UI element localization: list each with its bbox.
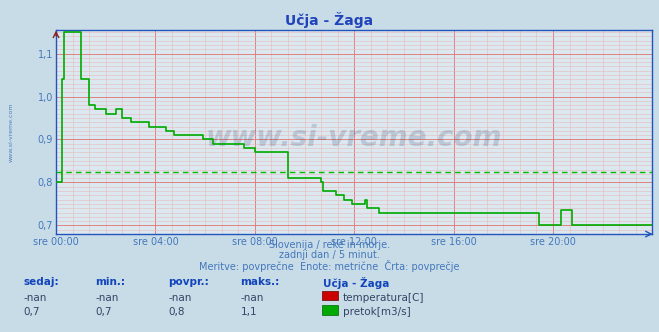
Text: povpr.:: povpr.: bbox=[168, 277, 209, 287]
Text: Meritve: povprečne  Enote: metrične  Črta: povprečje: Meritve: povprečne Enote: metrične Črta:… bbox=[199, 260, 460, 272]
Text: -nan: -nan bbox=[168, 293, 191, 303]
Text: sedaj:: sedaj: bbox=[23, 277, 59, 287]
Text: min.:: min.: bbox=[96, 277, 126, 287]
Text: 0,7: 0,7 bbox=[23, 307, 40, 317]
Text: 1,1: 1,1 bbox=[241, 307, 257, 317]
Text: Učja - Žaga: Učja - Žaga bbox=[323, 277, 389, 289]
Text: pretok[m3/s]: pretok[m3/s] bbox=[343, 307, 411, 317]
Text: 0,7: 0,7 bbox=[96, 307, 112, 317]
Text: 0,8: 0,8 bbox=[168, 307, 185, 317]
Text: www.si-vreme.com: www.si-vreme.com bbox=[206, 124, 502, 152]
Text: zadnji dan / 5 minut.: zadnji dan / 5 minut. bbox=[279, 250, 380, 260]
Text: -nan: -nan bbox=[23, 293, 46, 303]
Text: www.si-vreme.com: www.si-vreme.com bbox=[9, 102, 14, 162]
Text: maks.:: maks.: bbox=[241, 277, 280, 287]
Text: -nan: -nan bbox=[241, 293, 264, 303]
Text: Slovenija / reke in morje.: Slovenija / reke in morje. bbox=[269, 240, 390, 250]
Text: -nan: -nan bbox=[96, 293, 119, 303]
Text: temperatura[C]: temperatura[C] bbox=[343, 293, 424, 303]
Text: Učja - Žaga: Učja - Žaga bbox=[285, 12, 374, 28]
